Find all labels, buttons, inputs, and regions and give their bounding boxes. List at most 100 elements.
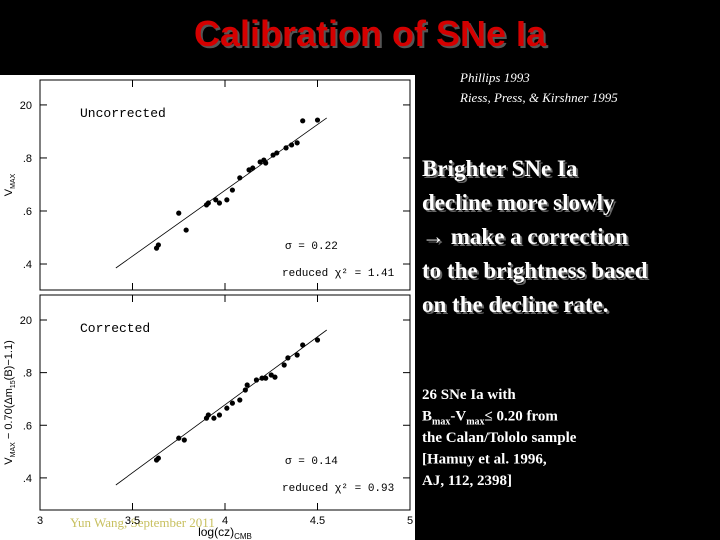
y-tick-label: .6 [23,206,32,218]
x-tick-label: 4 [222,515,228,527]
data-point [314,117,321,123]
x-tick-label: 5 [407,515,413,527]
label-text: V [3,457,15,465]
data-point [294,140,300,146]
y-tick-label: .4 [23,259,32,271]
data-point [242,387,248,393]
data-point [176,435,182,441]
main-point: on the decline rate. [422,292,609,317]
note-text: AJ, 112, 2398] [422,473,512,489]
data-point [155,455,161,461]
annotation: reduced χ² = 1.41 [282,268,395,280]
data-point [289,142,295,148]
data-point [205,200,211,206]
main-point: to the brightness based [422,258,648,283]
label-text: V [3,188,15,196]
main-point-shadow: Brighter SNe Ia [424,158,580,183]
main-point-shadow: decline more slowly [424,192,617,217]
note-text: ≤ 0.20 from [485,409,559,425]
y-tick-label: .8 [23,368,32,380]
data-point [250,165,256,171]
data-point [314,337,321,343]
chart: .4 .6 .8 20 Uncorrected σ = 0.22 reduced χ² = … [3,79,411,291]
note-text: B [422,409,432,425]
figure-background [0,75,415,540]
data-point [285,355,291,361]
data-point [294,352,300,358]
x-tick-label: 3.5 [125,515,140,527]
data-point [259,375,265,381]
main-point: Brighter SNe Ia [422,156,578,181]
charts: .4 .6 .8 20 Uncorrected σ = 0.22 reduced χ² = … [3,79,413,540]
data-point [300,118,306,124]
panel-label: Corrected [80,321,150,336]
data-point [300,342,306,348]
data-point [244,382,250,388]
data-point [229,400,235,406]
annotation: σ = 0.14 [285,456,338,468]
title-shadow: Calibration of SNe Ia [196,15,549,56]
label-text: log(cz) [198,525,234,539]
data-point [155,242,161,248]
main-point: → make a correction [422,224,628,249]
data-point [224,405,230,411]
y-tick-label: 20 [20,315,32,327]
x-tick-label: 4.5 [310,515,325,527]
y-tick-label: .6 [23,420,32,432]
label-text: − 0.70(Δm [3,388,15,442]
data-point [237,397,243,403]
data-point [216,200,223,206]
data-point [205,412,211,418]
data-point [216,412,223,418]
subscript: 15 [10,380,17,388]
note-text: -V [450,409,466,425]
y-tick-label: .8 [23,153,32,165]
x-axis-label: log(cz)CMB [198,525,252,540]
chart: .4 .6 .8 20 3 3.5 4 4.5 5 Corrected σ = 0.14 reduce… [3,294,413,540]
note-line: AJ, 112, 2398] [422,473,512,489]
subscript: CMB [234,532,252,540]
data-point [176,210,182,216]
x-tick-label: 3 [37,515,43,527]
title: Calibration of SNe Ia [194,13,547,54]
note-text: the Calan/Tololo sample [422,430,577,446]
data-point [211,415,217,421]
note-text: [Hamuy et al. 1996, [422,452,547,468]
reference: Riess, Press, & Kirshner 1995 [459,90,618,105]
note-line: the Calan/Tololo sample [422,430,577,446]
data-point [283,145,289,151]
data-point [272,374,278,380]
subscript: max [466,417,484,428]
data-point [263,160,269,166]
main-point: decline more slowly [422,190,615,215]
data-point [224,197,230,203]
data-point [181,437,187,443]
note-text: 26 SNe Ia with [422,387,516,403]
note-line: [Hamuy et al. 1996, [422,452,547,468]
data-point [213,197,219,203]
data-point [281,362,287,368]
subscript: max [432,417,450,428]
y-axis-label: VMAX [3,173,17,196]
data-point [274,150,280,156]
subscript: MAX [10,442,17,458]
subscript: MAX [10,173,17,189]
footer: Yun Wang, September 2011 [70,515,215,530]
annotation: σ = 0.22 [285,241,338,253]
data-point [253,377,260,383]
main-point-shadow: on the decline rate. [424,294,611,319]
y-tick-label: .4 [23,473,32,485]
panel-label: Uncorrected [80,106,166,121]
data-point [183,227,189,233]
y-tick-label: 20 [20,100,32,112]
fit-line [115,329,327,486]
main-point-shadow: → make a correction [424,226,630,251]
note-line: Bmax-Vmax≤ 0.20 from [422,409,558,428]
data-point [229,187,235,193]
annotation: reduced χ² = 0.93 [282,483,394,495]
data-point [237,175,243,181]
